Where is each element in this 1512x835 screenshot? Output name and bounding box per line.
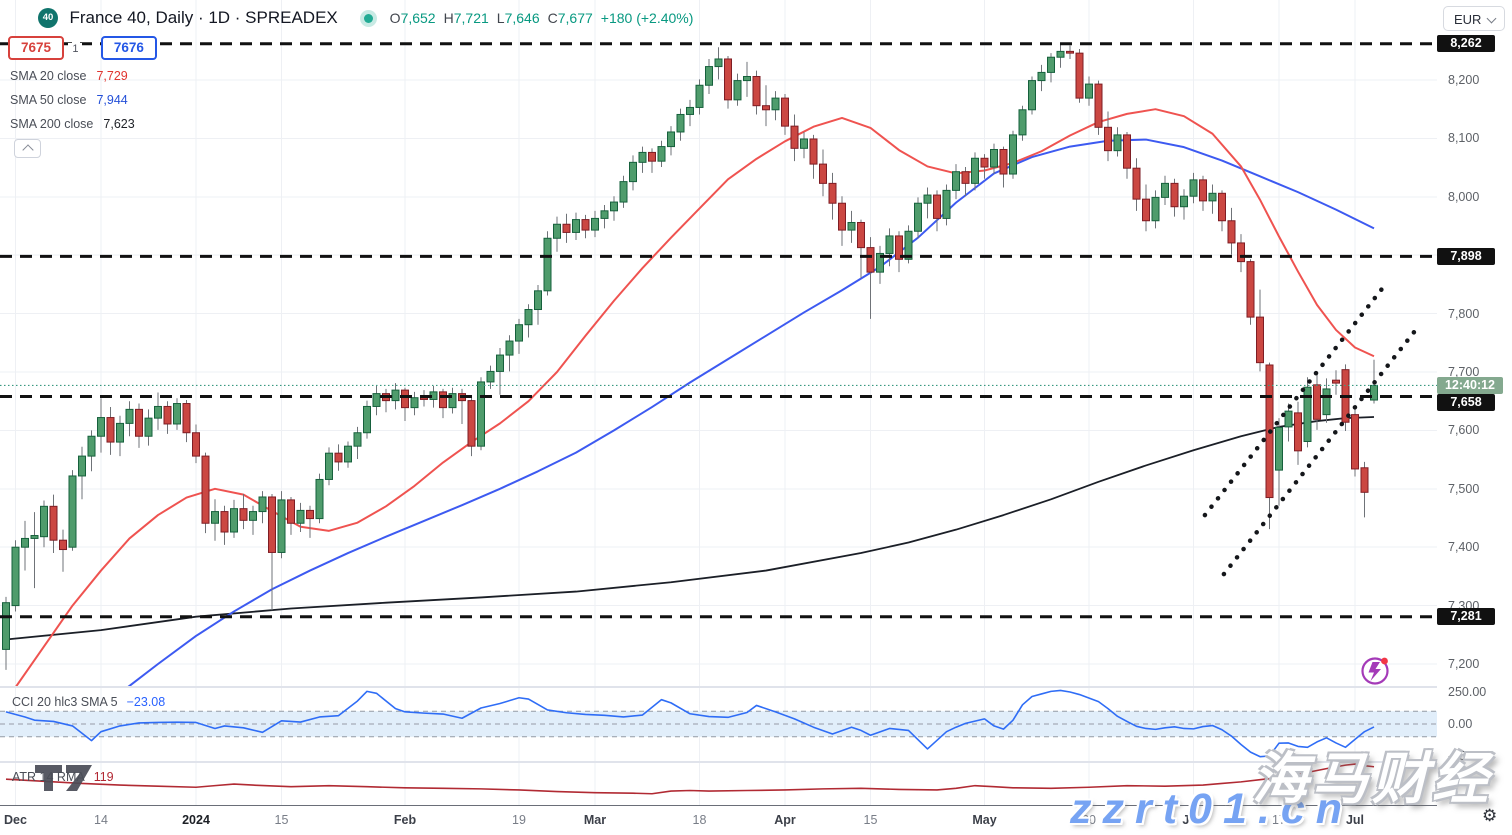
candlestick-series <box>2 43 1378 670</box>
cci-value: −23.08 <box>126 695 166 709</box>
time-axis[interactable]: Dec 14 2024 15 Feb 19 Mar 18 Apr 15 May 20 Jun 17 Jul <box>0 806 1512 835</box>
atr-value: 119 <box>93 770 114 784</box>
countdown-badge: 12:40:12 <box>1437 377 1503 395</box>
time-axis-label: 15 <box>863 813 878 827</box>
price-level-badge: 7,898 <box>1437 247 1495 265</box>
indicator-legend-sma20[interactable]: SMA 20 close 7,729 <box>10 69 128 83</box>
support-resistance-lines[interactable] <box>0 42 1437 619</box>
indicator-name: SMA 20 close <box>10 69 87 83</box>
change-value: +180 (+2.40%) <box>600 10 694 26</box>
time-axis-label: 14 <box>94 813 108 827</box>
cci-axis-label: 0.00 <box>1448 717 1473 731</box>
cci-indicator-legend[interactable]: CCI 20 hlc3 SMA 5 −23.08 <box>12 695 165 709</box>
price-axis-label: 7,500 <box>1448 481 1480 496</box>
atr-indicator-legend[interactable]: ATR 14 RMA 119 <box>12 770 114 784</box>
high-value: 7,721 <box>453 10 489 26</box>
low-label: L <box>496 10 505 26</box>
market-status-dot <box>364 13 374 23</box>
sell-button[interactable]: 7675 <box>8 36 64 60</box>
price-level-badge: 7,658 <box>1437 394 1495 412</box>
price-axis-label: 8,100 <box>1448 131 1480 146</box>
time-axis-label: Dec <box>4 813 27 827</box>
price-axis-label: 7,200 <box>1448 657 1480 671</box>
cci-band <box>0 710 1437 738</box>
trend-channel-lines[interactable] <box>1202 279 1417 577</box>
symbol-title[interactable]: France 40, Daily · 1D · SPREADEX <box>69 8 338 27</box>
indicator-value: 7,623 <box>103 117 135 131</box>
currency-selector[interactable]: EUR <box>1443 6 1505 31</box>
trade-buttons: 7675 1 7676 <box>8 36 157 60</box>
ohlc-readout: O7,652 H7,721 L7,646 C7,677 +180 (+2.40%) <box>390 10 694 26</box>
indicator-legend-sma50[interactable]: SMA 50 close 7,944 <box>10 93 128 107</box>
price-level-badge: 7,281 <box>1437 608 1495 626</box>
time-axis-label: Jun <box>1182 813 1205 827</box>
price-axis-label: 7,600 <box>1448 423 1480 438</box>
low-value: 7,646 <box>504 10 540 26</box>
cci-axis-label: 250.00 <box>1448 685 1487 699</box>
chevron-up-icon <box>21 144 34 156</box>
tradingview-logo-watermark <box>35 765 92 791</box>
atr-name: ATR 14 RMA <box>12 770 85 784</box>
indicator-value: 7,729 <box>96 69 128 83</box>
symbol-row[interactable]: 40 France 40, Daily · 1D · SPREADEX O7,6… <box>38 8 693 32</box>
sma-20-line <box>14 108 1375 687</box>
close-value: 7,677 <box>557 10 593 26</box>
time-axis-label: 18 <box>692 813 707 827</box>
flash-action-icon[interactable] <box>1361 657 1389 685</box>
indicator-name: SMA 200 close <box>10 117 94 131</box>
open-label: O <box>389 10 401 26</box>
cci-name: CCI 20 hlc3 SMA 5 <box>12 695 118 709</box>
time-axis-label: Apr <box>774 813 796 827</box>
sma-200-line <box>5 416 1375 641</box>
open-value: 7,652 <box>400 10 436 26</box>
price-level-badge: 8,262 <box>1437 35 1495 53</box>
price-axis-label: 7,700 <box>1448 365 1480 379</box>
time-axis-label: 20 <box>1082 813 1096 827</box>
time-axis-label: 17 <box>1272 813 1286 827</box>
price-axis-label: 7,400 <box>1448 540 1480 555</box>
collapse-legend-button[interactable] <box>14 139 41 158</box>
price-axis[interactable]: EUR 8,200 8,100 8,000 7,800 7,700 7,600 7,500 7… <box>1437 0 1512 835</box>
atr-axis-label: 100 <box>1448 770 1469 784</box>
indicator-name: SMA 50 close <box>10 93 87 107</box>
close-label: C <box>547 10 558 26</box>
price-axis-label: 7,800 <box>1448 306 1480 321</box>
currency-label: EUR <box>1454 12 1482 27</box>
axis-settings-gear-icon[interactable]: ⚙ <box>1482 806 1498 825</box>
chevron-down-icon <box>1486 13 1497 24</box>
atr-line <box>5 763 1375 795</box>
sma-50-line <box>126 138 1375 687</box>
time-axis-label: 19 <box>512 813 526 827</box>
time-axis-label: Feb <box>393 813 417 827</box>
time-axis-label: 15 <box>274 813 289 827</box>
cci-line <box>5 689 1375 758</box>
grid <box>0 0 1437 805</box>
time-axis-label: 2024 <box>182 813 210 827</box>
indicator-legend-sma200[interactable]: SMA 200 close 7,623 <box>10 117 135 131</box>
price-axis-label: 8,000 <box>1448 189 1480 204</box>
high-label: H <box>443 10 454 26</box>
indicator-value: 7,944 <box>96 93 128 107</box>
price-pane <box>2 43 1378 687</box>
spread-value: 1 <box>68 43 83 55</box>
time-axis-label: Mar <box>583 813 607 827</box>
buy-button[interactable]: 7676 <box>100 36 157 60</box>
price-axis-label: 8,200 <box>1448 73 1480 87</box>
time-axis-label: Jul <box>1345 813 1365 827</box>
time-axis-label: May <box>972 813 997 827</box>
symbol-logo: 40 <box>38 8 58 28</box>
cci-axis-label: -250.00 <box>1448 749 1491 763</box>
